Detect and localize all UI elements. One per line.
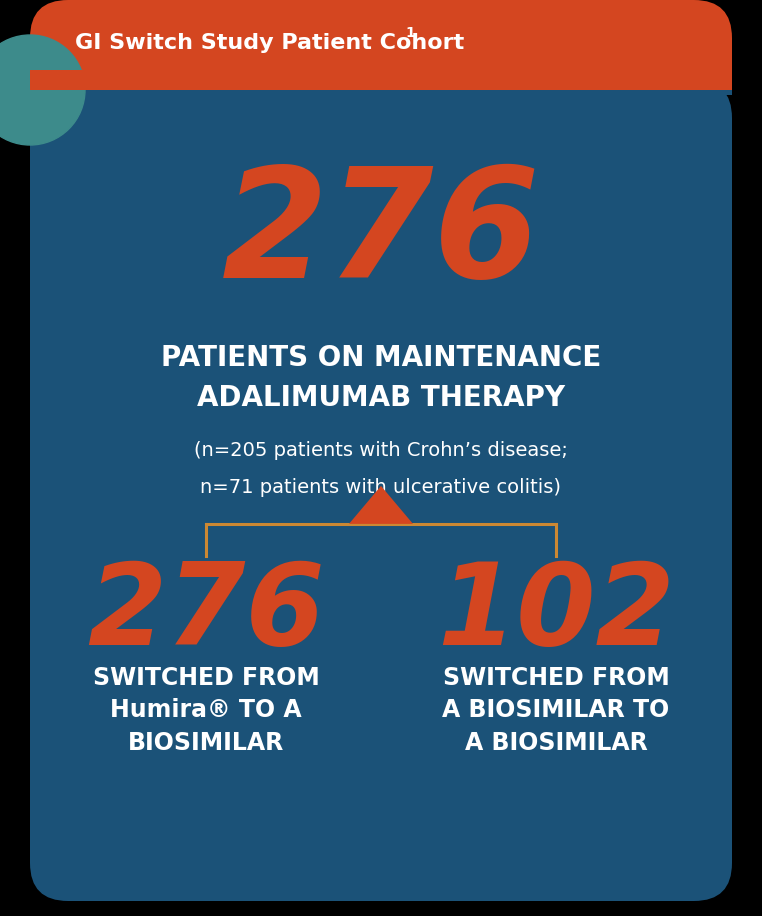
Text: 1: 1 (405, 27, 415, 40)
Bar (30, 45, 732, 90)
Text: 102: 102 (437, 558, 675, 669)
Text: 276: 276 (87, 558, 325, 669)
Text: SWITCHED FROM: SWITCHED FROM (93, 666, 319, 690)
Text: BIOSIMILAR: BIOSIMILAR (128, 731, 284, 755)
FancyBboxPatch shape (30, 80, 732, 901)
Text: GI Switch Study Patient Cohort: GI Switch Study Patient Cohort (75, 33, 464, 53)
Bar (30, 85, 732, 95)
Text: (n=205 patients with Crohn’s disease;: (n=205 patients with Crohn’s disease; (194, 442, 568, 461)
Text: Humira® TO A: Humira® TO A (110, 698, 302, 723)
Text: ADALIMUMAB THERAPY: ADALIMUMAB THERAPY (197, 384, 565, 412)
Polygon shape (349, 485, 413, 524)
FancyBboxPatch shape (30, 0, 732, 90)
Text: 276: 276 (222, 161, 540, 311)
Text: n=71 patients with ulcerative colitis): n=71 patients with ulcerative colitis) (200, 478, 562, 496)
Text: A BIOSIMILAR: A BIOSIMILAR (465, 731, 648, 755)
Text: A BIOSIMILAR TO: A BIOSIMILAR TO (443, 698, 670, 723)
Bar (30, 70, 732, 90)
Text: PATIENTS ON MAINTENANCE: PATIENTS ON MAINTENANCE (161, 344, 601, 372)
Text: SWITCHED FROM: SWITCHED FROM (443, 666, 669, 690)
Circle shape (0, 35, 85, 145)
